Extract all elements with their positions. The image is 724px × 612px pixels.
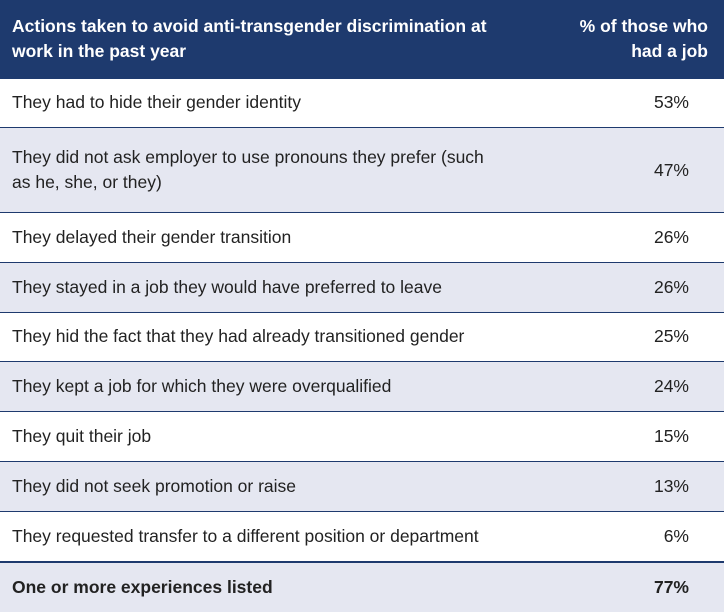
- table-header: Actions taken to avoid anti-transgender …: [0, 0, 724, 78]
- row-value: 77%: [653, 577, 689, 598]
- row-value: 13%: [653, 476, 689, 497]
- row-value: 53%: [653, 92, 689, 113]
- row-value: 26%: [653, 276, 689, 297]
- row-value: 26%: [653, 226, 689, 247]
- table-row: They stayed in a job they would have pre…: [0, 262, 724, 313]
- table-row: They did not ask employer to use pronoun…: [0, 127, 724, 213]
- row-value: 15%: [653, 426, 689, 447]
- row-label: One or more experiences listed: [12, 577, 273, 598]
- row-label: They did not seek promotion or raise: [12, 476, 297, 497]
- row-value: 24%: [653, 376, 689, 397]
- header-row: Actions taken to avoid anti-transgender …: [0, 0, 724, 78]
- row-label: They hid the fact that they had already …: [12, 326, 465, 347]
- table-row: They did not seek promotion or raise 13%: [0, 461, 724, 512]
- table-row: They had to hide their gender identity 53…: [0, 78, 724, 128]
- row-label: They stayed in a job they would have pre…: [12, 276, 442, 297]
- table-row: They hid the fact that they had already …: [0, 312, 724, 362]
- row-label: They kept a job for which they were over…: [12, 376, 392, 397]
- row-label: They delayed their gender transition: [12, 226, 292, 247]
- row-value: 47%: [653, 159, 689, 180]
- header-cell: Actions taken to avoid anti-transgender …: [12, 15, 487, 61]
- table-row: One or more experiences listed 77%: [0, 562, 724, 612]
- table-row: They requested transfer to a different p…: [0, 511, 724, 563]
- row-label: They did not ask employer to use pronoun…: [12, 147, 484, 193]
- row-value: 6%: [663, 526, 689, 547]
- table-row: They quit their job 15%: [0, 411, 724, 462]
- header-cell: % of those who had a job: [579, 15, 708, 61]
- row-label: They quit their job: [12, 426, 152, 447]
- row-label: They had to hide their gender identity: [12, 92, 301, 113]
- row-label: They requested transfer to a different p…: [12, 526, 479, 547]
- table-row: They kept a job for which they were over…: [0, 361, 724, 412]
- table-body: They had to hide their gender identity 53…: [0, 78, 724, 612]
- table-row: They delayed their gender transition 26%: [0, 212, 724, 262]
- row-value: 25%: [653, 326, 689, 347]
